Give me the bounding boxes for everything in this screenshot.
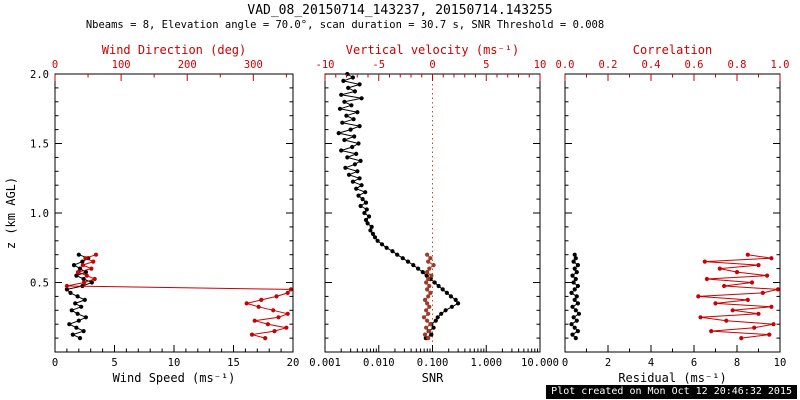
chart-title: VAD_08_20150714_143237, 20150714.143255: [247, 3, 553, 18]
svg-text:Vertical velocity (ms⁻¹): Vertical velocity (ms⁻¹): [346, 43, 519, 57]
series-residual: [569, 252, 582, 341]
svg-text:4: 4: [648, 357, 654, 369]
svg-text:0.010: 0.010: [363, 357, 395, 369]
y-axis-title: z (km AGL): [4, 177, 18, 249]
svg-text:300: 300: [244, 59, 263, 71]
svg-text:0: 0: [429, 59, 435, 71]
svg-text:0.0: 0.0: [556, 59, 575, 71]
svg-text:5: 5: [111, 357, 117, 369]
svg-text:1.0: 1.0: [771, 59, 790, 71]
svg-text:15: 15: [227, 357, 240, 369]
svg-text:-10: -10: [316, 59, 335, 71]
panel-residual: 0 2 4 6 8 10 Residual (ms⁻¹) 0.0 0.2 0.4 0.6 0.8 1.0…: [556, 43, 790, 385]
svg-text:Wind Speed (ms⁻¹): Wind Speed (ms⁻¹): [113, 371, 236, 385]
svg-text:1.000: 1.000: [470, 357, 502, 369]
panel-snr: 0.001 0.010 0.100 1.000 10.000 SNR -10 -5 0 5 10 Ve…: [309, 43, 559, 385]
series-wind-direction: [64, 252, 294, 341]
svg-text:10.000: 10.000: [521, 357, 559, 369]
svg-text:Residual (ms⁻¹): Residual (ms⁻¹): [618, 371, 726, 385]
svg-text:0.6: 0.6: [685, 59, 704, 71]
svg-text:1.0: 1.0: [30, 208, 49, 220]
series-vertical-velocity: [421, 252, 436, 341]
svg-text:2: 2: [605, 357, 611, 369]
svg-text:100: 100: [112, 59, 131, 71]
svg-text:0.001: 0.001: [309, 357, 341, 369]
svg-text:10: 10: [774, 357, 787, 369]
svg-text:1.5: 1.5: [30, 139, 49, 151]
svg-text:Wind Direction (deg): Wind Direction (deg): [102, 43, 247, 57]
svg-text:0.2: 0.2: [599, 59, 618, 71]
panel-frame: [564, 73, 781, 353]
svg-text:0.5: 0.5: [30, 278, 49, 290]
plot-created-timestamp: Plot created on Mon Oct 12 20:46:32 2015: [546, 385, 797, 399]
series-wind-speed: [64, 252, 94, 341]
chart-subtitle: Nbeams = 8, Elevation angle = 70.0°, sca…: [85, 19, 605, 31]
svg-text:0.8: 0.8: [728, 59, 747, 71]
series-correlation: [696, 252, 781, 341]
svg-text:10: 10: [168, 357, 181, 369]
svg-text:5: 5: [483, 59, 489, 71]
svg-text:10: 10: [534, 59, 547, 71]
svg-text:2.0: 2.0: [30, 69, 49, 81]
svg-text:0.100: 0.100: [417, 357, 449, 369]
svg-text:6: 6: [691, 357, 697, 369]
svg-text:0: 0: [562, 357, 568, 369]
panel-frame: [54, 73, 294, 353]
svg-text:0: 0: [52, 357, 58, 369]
svg-text:Correlation: Correlation: [633, 43, 712, 57]
svg-text:SNR: SNR: [422, 371, 444, 385]
svg-text:20: 20: [287, 357, 300, 369]
svg-text:-5: -5: [372, 59, 385, 71]
panel-wind: 0 5 10 15 20 Wind Speed (ms⁻¹) 0 100 200 300 Wind …: [30, 43, 299, 385]
svg-text:8: 8: [734, 357, 740, 369]
svg-text:0.4: 0.4: [642, 59, 661, 71]
svg-text:200: 200: [178, 59, 197, 71]
svg-text:0: 0: [52, 59, 58, 71]
series-snr: [336, 71, 461, 341]
